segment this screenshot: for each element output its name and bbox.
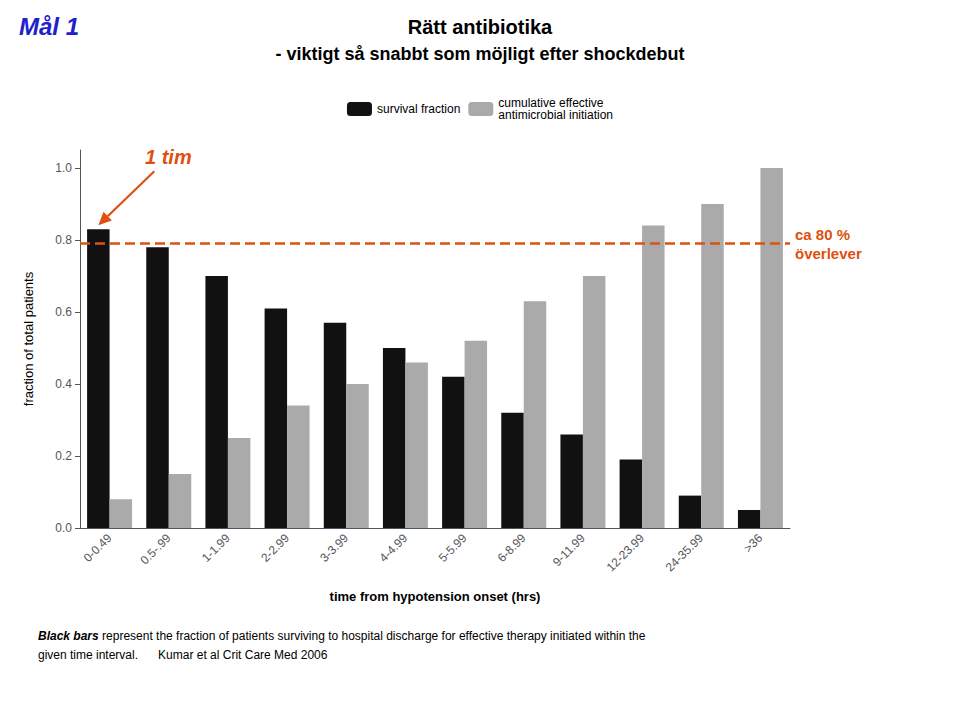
svg-text:given time interval. Kuma: given time interval. Kumar et al Crit Ca… (38, 648, 328, 662)
svg-text:0.5-.99: 0.5-.99 (137, 531, 174, 568)
svg-text:0.4: 0.4 (55, 377, 72, 391)
svg-text:2-2.99: 2-2.99 (258, 531, 292, 565)
svg-text:represent the fraction of pati: represent the fraction of patients survi… (99, 629, 646, 643)
svg-text:5-5.99: 5-5.99 (436, 531, 470, 565)
svg-text:1-1.99: 1-1.99 (199, 531, 233, 565)
svg-text:survival fraction: survival fraction (377, 102, 460, 116)
svg-text:6-8.99: 6-8.99 (495, 531, 529, 565)
svg-text:Black bars: Black bars (38, 629, 99, 643)
svg-text:1 tim: 1 tim (145, 146, 192, 168)
svg-text:0.8: 0.8 (55, 233, 72, 247)
svg-text:24-35.99: 24-35.99 (663, 531, 707, 575)
svg-text:antimicrobial initiation: antimicrobial initiation (498, 108, 613, 122)
svg-text:- viktigt så snabbt som möjlig: - viktigt så snabbt som möjligt efter sh… (275, 44, 684, 64)
svg-text:4-4.99: 4-4.99 (376, 531, 410, 565)
svg-text:cumulative effective: cumulative effective (498, 96, 604, 110)
svg-text:överlever: överlever (795, 245, 862, 262)
svg-text:0.2: 0.2 (55, 449, 72, 463)
svg-text:0.0: 0.0 (55, 521, 72, 535)
svg-text:0-0.49: 0-0.49 (81, 531, 115, 565)
svg-text:0.6: 0.6 (55, 305, 72, 319)
svg-text:1.0: 1.0 (55, 161, 72, 175)
svg-text:Mål 1: Mål 1 (19, 13, 79, 40)
svg-text:time from hypotension onset (h: time from hypotension onset (hrs) (330, 589, 541, 604)
svg-text:12-23.99: 12-23.99 (604, 531, 648, 575)
svg-text:3-3.99: 3-3.99 (317, 531, 351, 565)
svg-text:fraction of total patients: fraction of total patients (21, 271, 36, 406)
svg-text:ca 80 %: ca 80 % (795, 226, 850, 243)
svg-text:>36: >36 (741, 531, 766, 556)
svg-text:Rätt antibiotika: Rätt antibiotika (408, 16, 553, 38)
svg-text:9-11.99: 9-11.99 (550, 531, 588, 569)
